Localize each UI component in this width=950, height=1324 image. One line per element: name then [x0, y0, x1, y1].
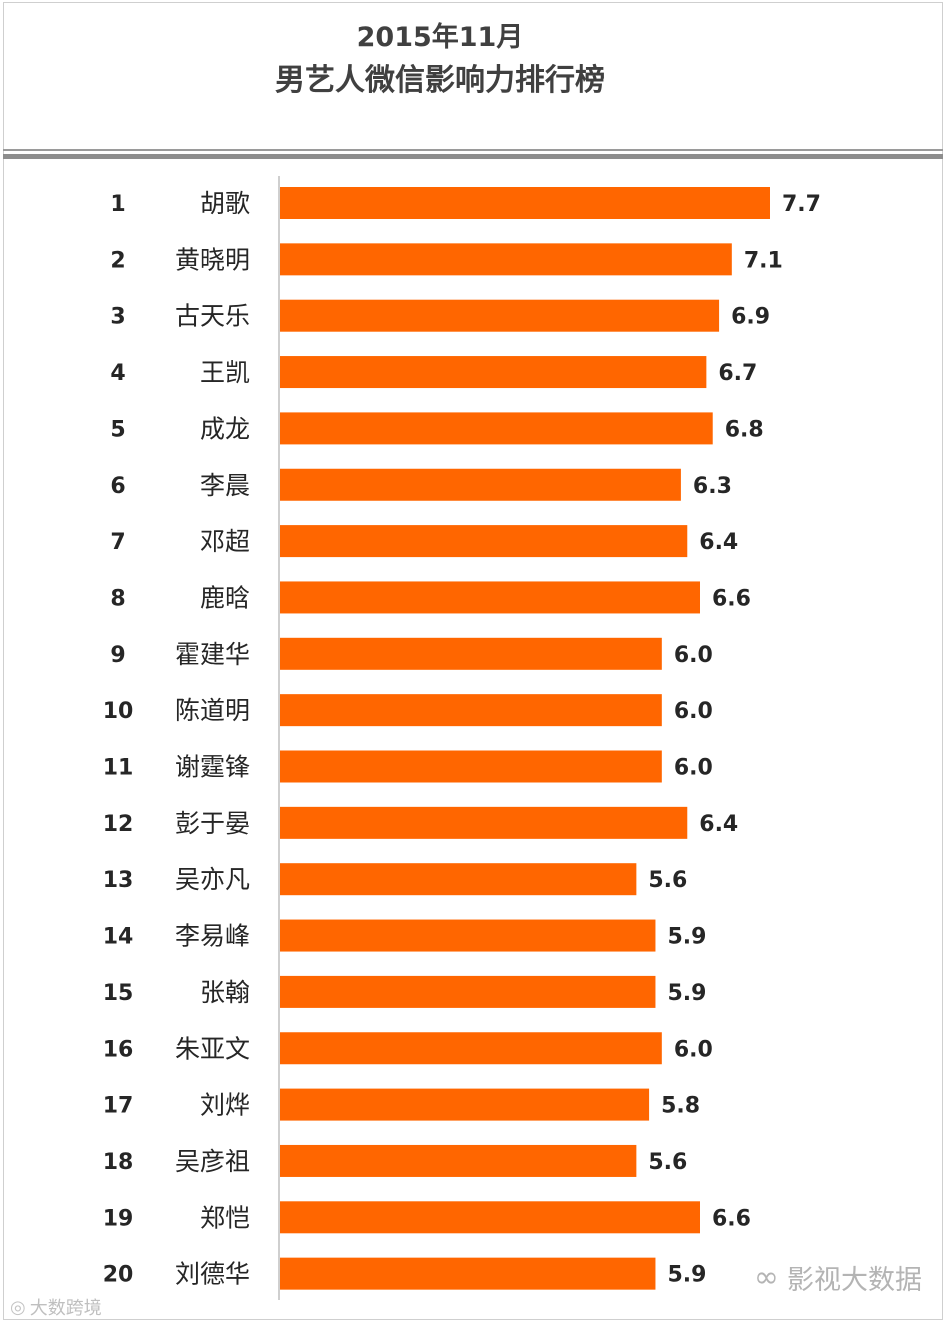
- chart-frame: [3, 2, 943, 1320]
- data-label: 6.9: [731, 305, 770, 330]
- data-label: 5.9: [667, 925, 706, 950]
- bar: [280, 412, 713, 445]
- rank-label: 3: [110, 305, 125, 330]
- rank-label: 12: [103, 812, 134, 837]
- category-label: 刘德华: [175, 1260, 250, 1289]
- category-label: 李易峰: [175, 922, 250, 951]
- bar: [280, 525, 688, 558]
- data-label: 5.6: [648, 1150, 687, 1175]
- rank-label: 6: [110, 474, 125, 499]
- data-label: 5.8: [661, 1094, 700, 1119]
- data-label: 6.0: [674, 1037, 713, 1062]
- title-main: 男艺人微信影响力排行榜: [275, 63, 605, 98]
- data-label: 6.0: [674, 699, 713, 724]
- data-label: 6.3: [693, 474, 732, 499]
- category-label: 李晨: [200, 471, 250, 500]
- bar: [280, 694, 662, 727]
- category-label: 吴亦凡: [175, 865, 250, 894]
- data-label: 6.4: [699, 530, 738, 555]
- weibo-icon: ◎: [10, 1296, 26, 1318]
- data-label: 6.4: [699, 812, 738, 837]
- bar: [280, 243, 732, 276]
- rank-label: 8: [110, 586, 125, 611]
- category-label: 吴彦祖: [175, 1147, 250, 1176]
- bar: [280, 806, 688, 839]
- watermark-right-text: 影视大数据: [787, 1265, 922, 1296]
- bar: [280, 1201, 700, 1234]
- rank-label: 9: [110, 643, 125, 668]
- data-label: 6.7: [718, 361, 757, 386]
- rank-label: 18: [103, 1150, 134, 1175]
- wechat-icon: ∞: [754, 1260, 779, 1295]
- data-label: 6.8: [725, 417, 764, 442]
- bar: [280, 187, 770, 219]
- bar: [280, 468, 681, 501]
- data-label: 6.0: [674, 643, 713, 668]
- data-label: 5.9: [667, 981, 706, 1006]
- bar: [280, 581, 700, 614]
- category-label: 黄晓明: [175, 245, 250, 274]
- title-date: 2015年11月: [356, 22, 524, 53]
- data-label: 6.6: [712, 586, 751, 611]
- rank-label: 17: [103, 1094, 134, 1119]
- category-label: 朱亚文: [175, 1034, 250, 1063]
- rank-label: 20: [103, 1263, 134, 1288]
- bar: [280, 750, 662, 783]
- bar: [280, 863, 637, 896]
- rank-label: 16: [103, 1037, 134, 1062]
- watermark-right: ∞ 影视大数据: [754, 1258, 922, 1297]
- data-label: 5.9: [667, 1263, 706, 1288]
- data-label: 5.6: [648, 868, 687, 893]
- watermark-left-text: 大数跨境: [29, 1298, 102, 1319]
- bar: [280, 299, 720, 332]
- data-label: 7.1: [744, 248, 783, 273]
- bar: [280, 1144, 637, 1177]
- rank-label: 13: [103, 868, 134, 893]
- title-divider-thick: [3, 154, 943, 159]
- category-label: 鹿晗: [200, 583, 250, 612]
- category-label: 成龙: [200, 414, 250, 443]
- rank-label: 14: [103, 925, 134, 950]
- category-label: 张翰: [200, 978, 250, 1007]
- bar: [280, 1032, 662, 1065]
- category-label: 郑恺: [200, 1203, 250, 1232]
- category-label: 胡歌: [200, 189, 250, 218]
- watermark-left: ◎ 大数跨境: [10, 1294, 102, 1320]
- category-label: 谢霆锋: [175, 753, 250, 782]
- bar: [280, 1257, 656, 1290]
- rank-label: 4: [110, 361, 125, 386]
- category-label: 陈道明: [175, 696, 250, 725]
- rank-label: 11: [103, 756, 134, 781]
- data-label: 6.6: [712, 1206, 751, 1231]
- rank-label: 2: [110, 248, 125, 273]
- rank-label: 19: [103, 1206, 134, 1231]
- bar: [280, 356, 707, 389]
- rank-label: 1: [110, 192, 125, 217]
- category-label: 王凯: [200, 358, 250, 387]
- rank-label: 7: [110, 530, 125, 555]
- data-label: 6.0: [674, 756, 713, 781]
- category-label: 刘烨: [200, 1091, 250, 1120]
- bar: [280, 919, 656, 952]
- rank-label: 5: [110, 417, 125, 442]
- bar: [280, 975, 656, 1008]
- rank-label: 10: [103, 699, 134, 724]
- category-label: 古天乐: [175, 302, 250, 331]
- category-label: 霍建华: [175, 640, 250, 669]
- title-divider-thin: [3, 149, 943, 151]
- chart-title: 2015年11月 男艺人微信影响力排行榜: [0, 18, 880, 104]
- category-label: 邓超: [200, 527, 250, 556]
- category-label: 彭于晏: [175, 809, 250, 838]
- bar: [280, 1088, 650, 1121]
- rank-label: 15: [103, 981, 134, 1006]
- data-label: 7.7: [782, 192, 821, 217]
- bar: [280, 637, 662, 670]
